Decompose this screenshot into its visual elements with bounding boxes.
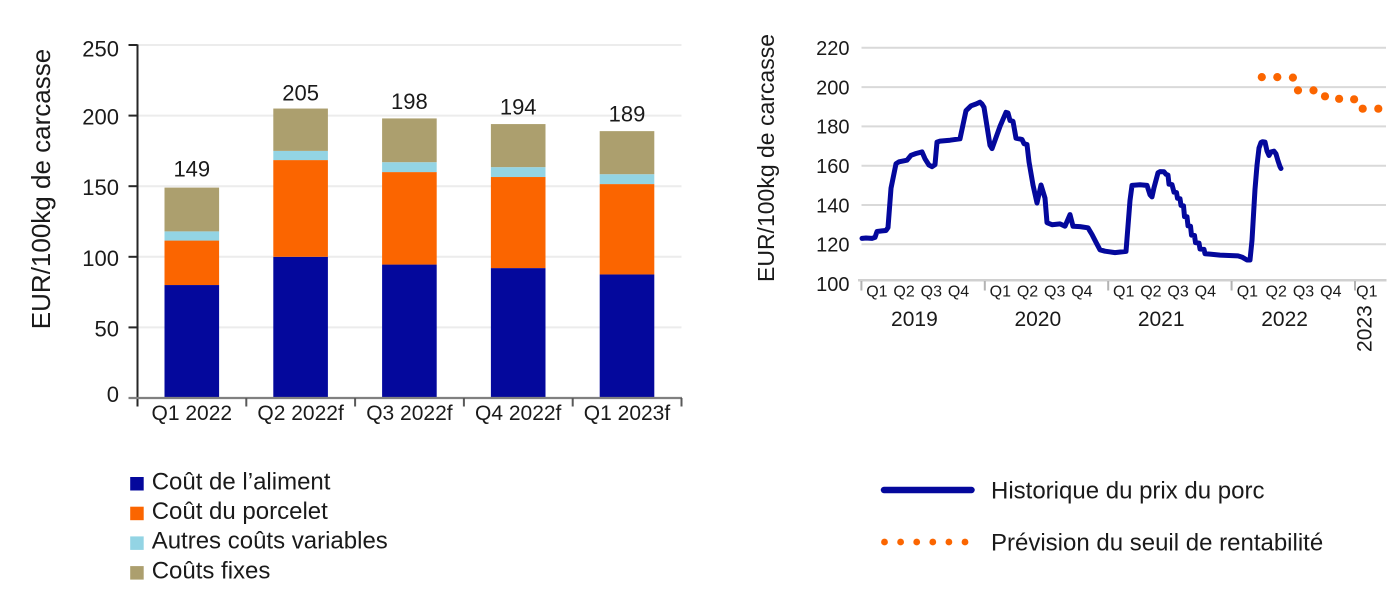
svg-text:2022: 2022 — [1261, 308, 1308, 331]
svg-text:198: 198 — [391, 89, 428, 114]
svg-text:Q2: Q2 — [1266, 283, 1287, 300]
svg-text:189: 189 — [609, 102, 646, 127]
svg-text:Q1: Q1 — [1113, 283, 1134, 300]
svg-text:EUR/100kg de carcasse: EUR/100kg de carcasse — [26, 49, 56, 329]
svg-text:Q4: Q4 — [948, 283, 969, 300]
svg-text:Q1: Q1 — [1237, 283, 1258, 300]
svg-text:160: 160 — [816, 156, 849, 178]
svg-text:Q2: Q2 — [1140, 283, 1161, 300]
svg-text:200: 200 — [82, 105, 119, 130]
svg-text:120: 120 — [816, 235, 849, 257]
svg-text:Q1: Q1 — [866, 283, 887, 300]
svg-text:Q4 2022f: Q4 2022f — [475, 402, 562, 425]
svg-text:Q1: Q1 — [990, 283, 1011, 300]
svg-text:0: 0 — [107, 382, 119, 407]
svg-text:Q3: Q3 — [1293, 283, 1314, 300]
svg-text:2021: 2021 — [1138, 308, 1185, 331]
svg-text:Q2: Q2 — [893, 283, 914, 300]
svg-text:2019: 2019 — [891, 308, 938, 331]
svg-text:50: 50 — [95, 316, 119, 341]
svg-text:100: 100 — [82, 246, 119, 271]
svg-text:Q2: Q2 — [1017, 283, 1038, 300]
svg-text:Q1 2023f: Q1 2023f — [584, 402, 671, 425]
svg-text:Historique du prix du porc: Historique du prix du porc — [991, 478, 1264, 505]
svg-text:200: 200 — [816, 77, 849, 99]
svg-text:Q3: Q3 — [921, 283, 942, 300]
svg-text:Coût du porcelet: Coût du porcelet — [152, 498, 328, 525]
svg-text:2020: 2020 — [1014, 308, 1061, 331]
svg-text:Q1: Q1 — [1356, 283, 1377, 300]
svg-text:Q3: Q3 — [1044, 283, 1065, 300]
svg-text:Prévision du seuil de rentabil: Prévision du seuil de rentabilité — [991, 530, 1323, 557]
svg-text:Q3 2022f: Q3 2022f — [366, 402, 453, 425]
svg-text:Coût de l’aliment: Coût de l’aliment — [152, 468, 331, 495]
svg-text:205: 205 — [282, 81, 319, 106]
svg-text:Q2 2022f: Q2 2022f — [257, 402, 344, 425]
svg-text:Autres coûts variables: Autres coûts variables — [152, 528, 388, 555]
svg-text:150: 150 — [82, 175, 119, 200]
svg-text:Q4: Q4 — [1195, 283, 1216, 300]
svg-text:EUR/100kg de carcasse: EUR/100kg de carcasse — [753, 34, 779, 282]
svg-text:Q4: Q4 — [1320, 283, 1341, 300]
svg-text:180: 180 — [816, 117, 849, 139]
svg-text:100: 100 — [816, 274, 849, 296]
svg-text:149: 149 — [173, 157, 210, 182]
svg-text:Coûts fixes: Coûts fixes — [152, 557, 271, 584]
svg-text:Q1 2022: Q1 2022 — [152, 402, 233, 425]
svg-text:2023: 2023 — [1354, 305, 1377, 352]
svg-text:220: 220 — [816, 38, 849, 60]
svg-text:250: 250 — [82, 37, 119, 62]
svg-text:Q4: Q4 — [1071, 283, 1092, 300]
svg-text:194: 194 — [500, 95, 537, 120]
svg-text:140: 140 — [816, 195, 849, 217]
svg-text:Q3: Q3 — [1167, 283, 1188, 300]
